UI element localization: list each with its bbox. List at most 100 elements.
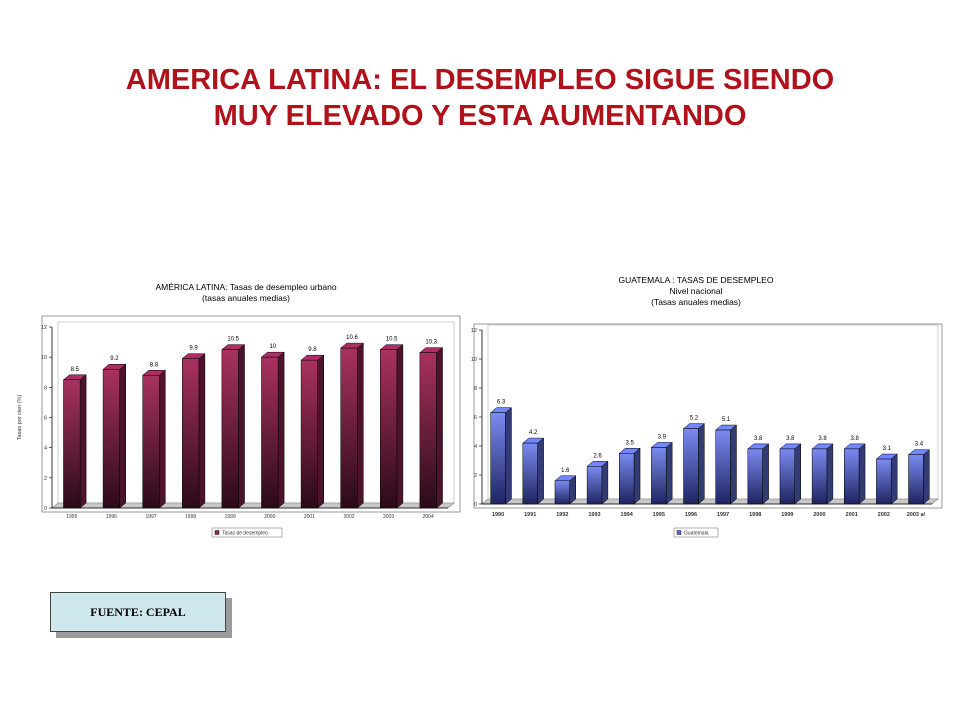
bar-side — [730, 424, 737, 505]
slide-title-line-1: AMERICA LATINA: EL DESEMPLEO SIGUE SIEND… — [125, 64, 835, 96]
bar-side — [665, 441, 673, 505]
x-tick-label: 1992 — [556, 512, 568, 518]
x-tick-label: 1998 — [185, 514, 196, 520]
source-label: FUENTE: CEPAL — [50, 592, 226, 632]
bar-side — [79, 374, 87, 509]
y-axis-label: Tasas por cien (%) — [17, 395, 23, 441]
bar — [340, 347, 358, 509]
bar — [300, 359, 318, 509]
bar-side — [923, 449, 930, 505]
y-tick-label: 6 — [44, 416, 47, 422]
bar — [811, 448, 828, 505]
x-tick-label: 2001 — [846, 512, 858, 518]
chart-title: AMÉRICA LATINA: Tasas de desempleo urban… — [155, 282, 336, 292]
legend-swatch — [214, 530, 220, 535]
legend-swatch — [676, 530, 682, 535]
bar-side — [198, 353, 206, 509]
bar — [142, 375, 160, 509]
bar — [380, 349, 398, 509]
bar — [261, 356, 279, 509]
bar-side — [119, 363, 126, 509]
data-label: 9.8 — [308, 347, 317, 353]
y-tick-label: 4 — [44, 446, 47, 452]
data-label: 8.8 — [150, 362, 159, 368]
bar-side — [317, 354, 324, 509]
y-tick-label: 12 — [41, 325, 47, 331]
bar-side — [159, 369, 166, 509]
x-tick-label: 1993 — [588, 512, 600, 518]
x-tick-label: 1990 — [492, 512, 504, 518]
bar-side — [698, 423, 705, 505]
bar — [908, 454, 924, 505]
bar — [182, 358, 200, 509]
x-tick-label: 1996 — [106, 514, 117, 520]
slide-title-line-2: MUY ELEVADO Y ESTA AUMENTANDO — [213, 100, 747, 132]
plot-frame — [41, 315, 461, 513]
data-label: 9.2 — [110, 356, 119, 362]
bar — [747, 448, 763, 505]
bar-side — [890, 453, 898, 505]
y-tick-label: 2 — [474, 473, 477, 479]
bar — [779, 448, 796, 505]
x-tick-label: 2000 — [813, 512, 825, 518]
data-label: 3.8 — [850, 436, 859, 442]
plot-back-wall — [487, 324, 939, 500]
bar — [419, 352, 437, 509]
bar — [63, 379, 81, 509]
bar-side — [826, 443, 834, 505]
x-tick-label: 2004 — [423, 514, 434, 520]
data-label: 3.4 — [915, 442, 924, 448]
data-label: 3.8 — [754, 436, 763, 442]
bar — [221, 349, 239, 509]
x-tick-label: 2002 — [343, 514, 354, 520]
bar-side — [436, 347, 443, 509]
data-label: 10.5 — [227, 337, 239, 343]
data-label: 6.3 — [497, 400, 506, 406]
bar — [844, 448, 860, 505]
bar-side — [762, 443, 769, 505]
x-tick-label: 2002 — [878, 512, 890, 518]
x-tick-label: 1997 — [717, 512, 729, 518]
y-tick-label: 8 — [44, 385, 47, 391]
bar — [586, 466, 603, 505]
chart-subtitle: Nivel nacional — [670, 286, 723, 296]
bar — [102, 368, 120, 509]
bar-side — [238, 344, 245, 509]
bar — [651, 447, 667, 505]
data-label: 10.5 — [386, 337, 398, 343]
y-tick-label: 0 — [44, 506, 47, 512]
legend-box — [673, 527, 719, 538]
data-label: 2.6 — [593, 453, 602, 459]
y-tick-label: 2 — [44, 476, 47, 482]
y-tick-label: 12 — [471, 328, 477, 334]
data-label: 8.5 — [71, 367, 80, 373]
data-label: 1.6 — [561, 468, 570, 474]
bar-side — [794, 443, 801, 505]
data-label: 5.2 — [690, 416, 699, 422]
slide-title: AMERICA LATINA: EL DESEMPLEO SIGUE SIEND… — [40, 62, 920, 134]
legend-box — [211, 527, 283, 538]
data-label: 10.3 — [425, 340, 437, 346]
bar — [715, 429, 731, 505]
plot-floor — [481, 498, 939, 505]
bar-side — [633, 447, 641, 505]
x-tick-label: 1998 — [749, 512, 761, 518]
data-label: 3.8 — [786, 436, 795, 442]
data-label: 10.6 — [346, 335, 358, 341]
bar-side — [537, 437, 544, 505]
bar-side — [396, 344, 404, 509]
data-label: 3.5 — [625, 440, 634, 446]
y-tick-label: 10 — [471, 357, 477, 363]
y-tick-label: 4 — [474, 444, 477, 450]
bar — [490, 412, 506, 505]
x-tick-label: 1999 — [225, 514, 236, 520]
bar-side — [601, 460, 609, 505]
legend-label: Tasas de desempleo — [222, 531, 268, 537]
data-label: 4.2 — [529, 430, 538, 436]
data-label: 3.1 — [883, 446, 892, 452]
legend-label: Guatemala — [684, 531, 709, 537]
chart-subtitle-2: (Tasas anuales medias) — [651, 297, 741, 307]
chart-subtitle: (tasas anuales medias) — [202, 293, 290, 303]
y-tick-label: 6 — [474, 415, 477, 421]
